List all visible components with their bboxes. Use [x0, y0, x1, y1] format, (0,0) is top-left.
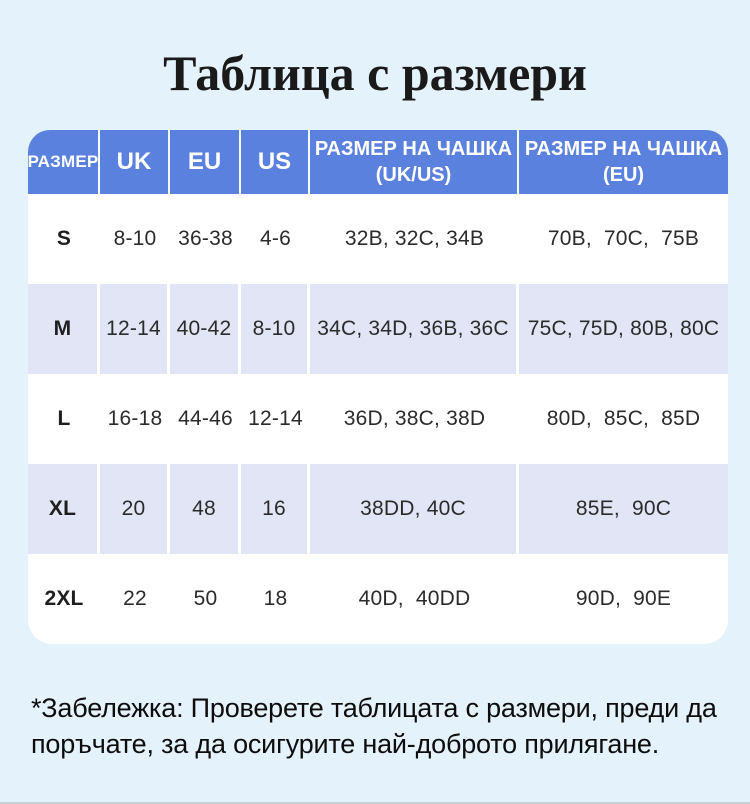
cell-eu: 48	[170, 464, 241, 554]
page-title: Таблица с размери	[163, 45, 587, 101]
header-uk: UK	[100, 130, 170, 194]
cell-us: 18	[263, 587, 288, 610]
bottom-edge-line	[0, 802, 750, 804]
cell-size: L	[57, 407, 71, 430]
cell-size: M	[28, 284, 100, 374]
table-row-s: S 8-10 36-38 4-6 32B, 32C, 34B 70B, 70C,…	[28, 194, 728, 284]
cell-uk: 12-14	[100, 284, 170, 374]
header-cup-eu: РАЗМЕР НА ЧАШКА (EU)	[524, 138, 723, 186]
table-row-xl: XL 20 48 16 38DD, 40C 85E, 90C	[28, 464, 728, 554]
table-row-l: L 16-18 44-46 12-14 36D, 38C, 38D 80D, 8…	[28, 374, 728, 464]
cell-uk: 8-10	[113, 227, 157, 250]
cell-us: 12-14	[248, 407, 303, 430]
cell-cup-eu: 85E, 90C	[575, 497, 672, 520]
cell-eu: 44-46	[178, 407, 233, 430]
cell-us: 4-6	[260, 227, 291, 250]
header-us: US	[241, 130, 310, 194]
table-row-m: M 12-14 40-42 8-10 34C, 34D, 36B, 36C 75…	[28, 284, 728, 374]
cell-size: XL	[28, 464, 100, 554]
cell-uk: 22	[123, 587, 147, 610]
cell-size: 2XL	[44, 587, 84, 610]
cell-cup-uk-us: 40D, 40DD	[358, 587, 471, 610]
table-header-row: РАЗМЕР UK EU US РАЗМЕР НА ЧАШКА (UK/US) …	[28, 130, 728, 194]
cell-uk: 20	[100, 464, 170, 554]
header-size: РАЗМЕР	[28, 130, 100, 194]
cell-eu: 40-42	[170, 284, 241, 374]
cell-cup-eu: 80D, 85C, 85D	[546, 407, 701, 430]
note-text: *Забележка: Проверете таблицата с размер…	[31, 693, 717, 759]
cell-cup-uk-us: 32B, 32C, 34B	[344, 227, 485, 250]
cell-cup-uk-us: 36D, 38C, 38D	[343, 407, 486, 430]
cell-cup-uk-us: 38DD, 40C	[310, 464, 519, 554]
cell-cup-eu: 70B, 70C, 75B	[547, 227, 700, 250]
header-eu: EU	[170, 130, 241, 194]
table-row-2xl: 2XL 22 50 18 40D, 40DD 90D, 90E	[28, 554, 728, 644]
cell-us: 8-10	[241, 284, 310, 374]
cell-uk: 16-18	[107, 407, 163, 430]
header-cup-uk-us: РАЗМЕР НА ЧАШКА (UK/US)	[310, 130, 519, 194]
cell-cup-eu: 90D, 90E	[575, 587, 672, 610]
size-table: РАЗМЕР UK EU US РАЗМЕР НА ЧАШКА (UK/US) …	[28, 130, 728, 644]
cell-cup-eu: 75C, 75D, 80B, 80C	[527, 317, 720, 340]
cell-eu: 50	[193, 587, 218, 610]
cell-us: 16	[241, 464, 310, 554]
cell-cup-uk-us: 34C, 34D, 36B, 36C	[310, 284, 519, 374]
cell-size: S	[56, 227, 72, 250]
cell-eu: 36-38	[178, 227, 233, 250]
